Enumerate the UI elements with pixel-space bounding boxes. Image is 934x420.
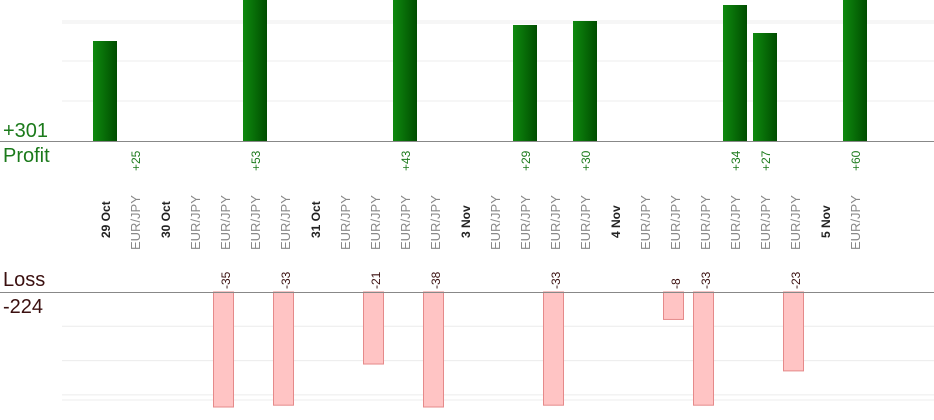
pair-label: EUR/JPY (278, 195, 293, 250)
profit-bar (573, 21, 597, 141)
loss-bar (663, 291, 684, 320)
profit-value-label: +27 (759, 150, 773, 171)
profit-bar (753, 33, 777, 141)
profit-bar (723, 5, 747, 141)
profit-value-label: +25 (129, 150, 143, 171)
date-label: 29 Oct (99, 201, 113, 238)
profit-bar (393, 0, 417, 141)
pair-label: EUR/JPY (728, 195, 743, 250)
loss-value-label: -33 (549, 271, 563, 289)
loss-label: Loss (3, 269, 46, 291)
bar-marks (93, 0, 867, 408)
pair-label: EUR/JPY (368, 195, 383, 250)
date-label: 31 Oct (309, 201, 323, 238)
profit-total: +301 (3, 120, 49, 142)
pair-label: EUR/JPY (488, 195, 503, 250)
pair-label: EUR/JPY (398, 195, 413, 250)
loss-bar (783, 291, 804, 372)
pair-label: EUR/JPY (518, 195, 533, 250)
loss-value-label: -33 (699, 271, 713, 289)
date-label: 30 Oct (159, 201, 173, 238)
loss-value-label: -33 (279, 271, 293, 289)
pair-label: EUR/JPY (188, 195, 203, 250)
pair-label: EUR/JPY (848, 195, 863, 250)
loss-bar (693, 291, 714, 406)
profit-value-label: +34 (729, 150, 743, 171)
baselines (0, 141, 934, 293)
pair-label: EUR/JPY (128, 195, 143, 250)
profit-value-label: +43 (399, 150, 413, 171)
profit-label: Profit (3, 145, 50, 167)
date-label: 4 Nov (609, 205, 623, 238)
loss-value-label: -21 (369, 271, 383, 289)
pair-label: EUR/JPY (548, 195, 563, 250)
profit-bar (513, 25, 537, 141)
pair-label: EUR/JPY (668, 195, 683, 250)
loss-total: -224 (3, 296, 44, 318)
loss-bar (543, 291, 564, 406)
grid-lines (62, 20, 934, 401)
pair-label: EUR/JPY (758, 195, 773, 250)
pair-label: EUR/JPY (338, 195, 353, 250)
pair-label: EUR/JPY (638, 195, 653, 250)
profit-value-label: +60 (849, 150, 863, 171)
loss-value-label: -23 (789, 271, 803, 289)
profit-bar (243, 0, 267, 141)
profit-bar (843, 0, 867, 141)
pair-label: EUR/JPY (428, 195, 443, 250)
loss-value-label: -35 (219, 271, 233, 289)
pair-label: EUR/JPY (788, 195, 803, 250)
loss-bar (213, 291, 234, 408)
pair-label: EUR/JPY (698, 195, 713, 250)
loss-bar (363, 291, 384, 365)
column-labels: 29 Oct EUR/JPY +25 30 Oct EUR/JPY EUR/JPY -35 E… (99, 150, 863, 289)
profit-bar (93, 41, 117, 141)
loss-bar (273, 291, 294, 406)
date-label: 5 Nov (819, 205, 833, 238)
pair-label: EUR/JPY (578, 195, 593, 250)
date-label: 3 Nov (459, 205, 473, 238)
pair-label: EUR/JPY (248, 195, 263, 250)
pair-label: EUR/JPY (218, 195, 233, 250)
profit-value-label: +53 (249, 150, 263, 171)
loss-value-label: -38 (429, 271, 443, 289)
profit-value-label: +29 (519, 150, 533, 171)
loss-bar (423, 291, 444, 408)
loss-value-label: -8 (669, 278, 683, 289)
profit-value-label: +30 (579, 150, 593, 171)
